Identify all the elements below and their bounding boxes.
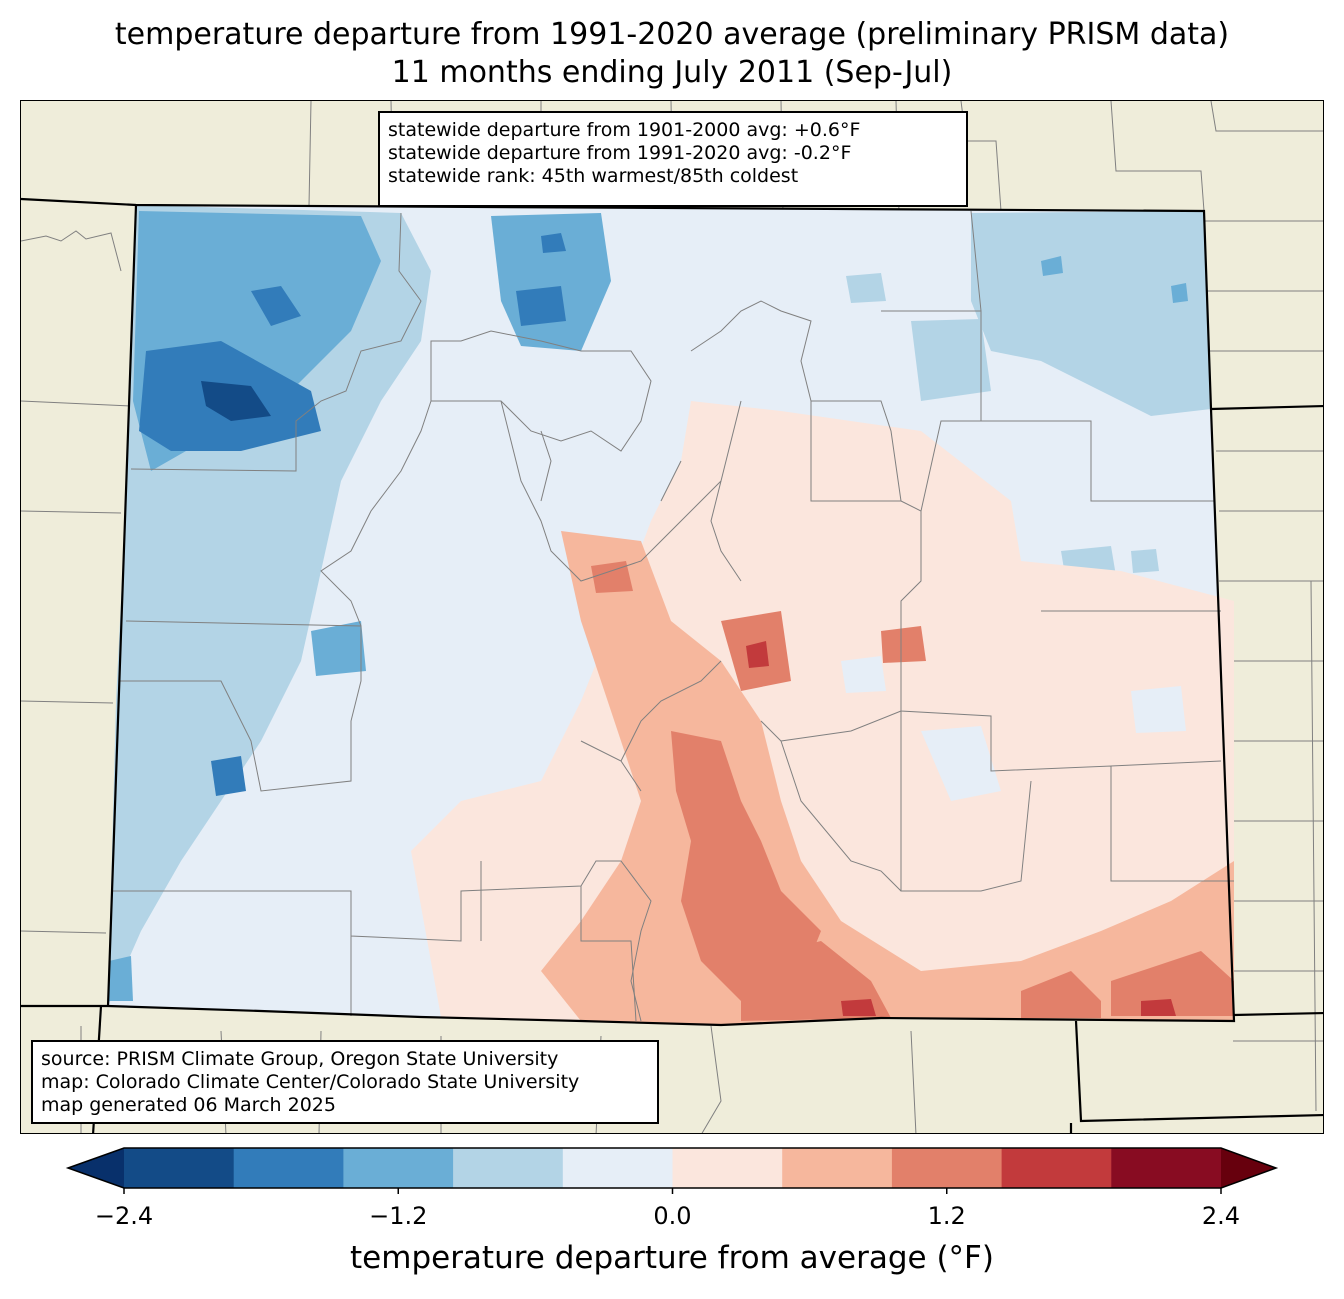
map-frame bbox=[20, 100, 1324, 1134]
colorbar-bin bbox=[782, 1148, 893, 1188]
colorado-county-lines bbox=[111, 210, 1234, 1022]
colorbar-bin bbox=[124, 1148, 235, 1188]
colorbar-extend-high bbox=[1221, 1148, 1276, 1188]
colorbar bbox=[65, 1147, 1279, 1194]
colorbar-extend-low bbox=[68, 1148, 124, 1188]
source-prism: source: PRISM Climate Group, Oregon Stat… bbox=[41, 1048, 559, 1070]
statewide-stats-box: statewide departure from 1901-2000 avg: … bbox=[378, 111, 968, 207]
stats-departure-1991-2020: statewide departure from 1991-2020 avg: … bbox=[388, 142, 852, 164]
colorbar-tick-label: 2.4 bbox=[1201, 1202, 1241, 1230]
colorbar-tick-label: 1.2 bbox=[927, 1202, 966, 1230]
colorbar-bin bbox=[562, 1148, 673, 1188]
colorbar-bin bbox=[233, 1148, 344, 1188]
map-title: temperature departure from 1991-2020 ave… bbox=[114, 17, 1230, 52]
source-map-author: map: Colorado Climate Center/Colorado St… bbox=[41, 1071, 580, 1093]
colorbar-bin bbox=[343, 1148, 454, 1188]
stats-rank: statewide rank: 45th warmest/85th coldes… bbox=[388, 165, 799, 187]
stats-departure-1901-2000: statewide departure from 1901-2000 avg: … bbox=[388, 119, 861, 141]
source-generated-date: map generated 06 March 2025 bbox=[41, 1094, 336, 1116]
colorado-departure-contours bbox=[108, 205, 1234, 1025]
colorbar-tick-label: −1.2 bbox=[369, 1202, 428, 1230]
source-box: source: PRISM Climate Group, Oregon Stat… bbox=[31, 1040, 659, 1124]
colorbar-bin bbox=[891, 1148, 1003, 1188]
colorbar-bin bbox=[453, 1148, 564, 1188]
colorbar-label: temperature departure from average (°F) bbox=[350, 1240, 994, 1276]
map-subtitle: 11 months ending July 2011 (Sep-Jul) bbox=[391, 55, 953, 90]
map-canvas bbox=[21, 101, 1323, 1133]
colorbar-bin bbox=[672, 1148, 783, 1188]
colorbar-tick-label: −2.4 bbox=[94, 1202, 154, 1230]
colorbar-bin bbox=[1001, 1148, 1112, 1188]
colorbar-tick-label: 0.0 bbox=[653, 1202, 692, 1230]
colorbar-bin bbox=[1111, 1148, 1222, 1188]
